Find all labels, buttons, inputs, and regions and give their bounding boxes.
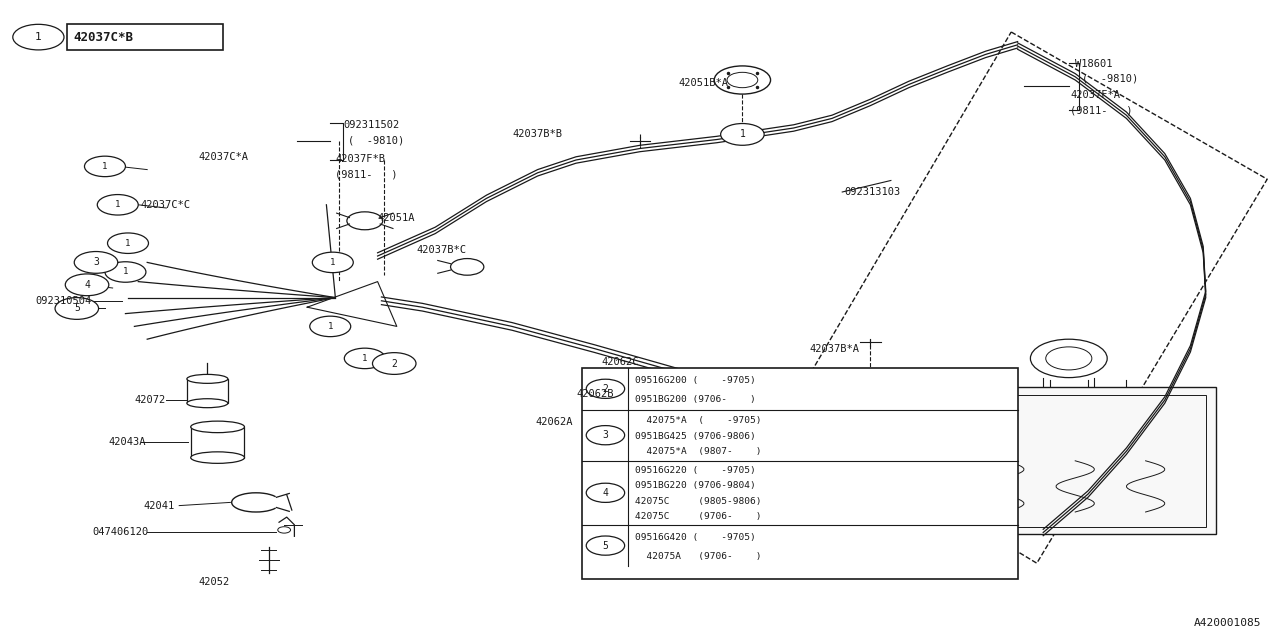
Text: 42037B*C: 42037B*C <box>416 244 466 255</box>
Text: 42075C     (9805-9806): 42075C (9805-9806) <box>635 497 762 506</box>
Text: A420001085: A420001085 <box>1193 618 1261 628</box>
Circle shape <box>586 379 625 398</box>
Bar <box>983 395 1206 527</box>
Text: 2: 2 <box>603 384 608 394</box>
Ellipse shape <box>187 399 228 408</box>
Text: 42037C*C: 42037C*C <box>141 200 191 210</box>
Bar <box>191 427 244 458</box>
Text: 42037B*B: 42037B*B <box>512 129 562 140</box>
Text: 2: 2 <box>392 358 397 369</box>
Circle shape <box>372 353 416 374</box>
Text: 4: 4 <box>603 488 608 498</box>
Circle shape <box>84 156 125 177</box>
Circle shape <box>55 298 99 319</box>
Text: 1: 1 <box>362 354 367 363</box>
Text: 42037F*B: 42037F*B <box>335 154 385 164</box>
Bar <box>582 368 1018 579</box>
Circle shape <box>97 195 138 215</box>
Text: (9811-   ): (9811- ) <box>1070 105 1133 115</box>
Text: 092310504: 092310504 <box>36 296 92 306</box>
Text: (9811-   ): (9811- ) <box>335 170 398 180</box>
Bar <box>973 387 1216 534</box>
Circle shape <box>721 124 764 145</box>
Text: 09516G220 (    -9705): 09516G220 ( -9705) <box>635 466 755 476</box>
Text: W18601: W18601 <box>1075 59 1112 69</box>
Text: 42037C*A: 42037C*A <box>198 152 248 162</box>
Text: 1: 1 <box>35 32 42 42</box>
Text: 42037C*B: 42037C*B <box>73 31 133 44</box>
Circle shape <box>344 348 385 369</box>
Text: 1: 1 <box>125 239 131 248</box>
Circle shape <box>586 536 625 555</box>
Text: 42075*A  (9807-    ): 42075*A (9807- ) <box>635 447 762 456</box>
Text: 1: 1 <box>328 322 333 331</box>
Text: 3: 3 <box>603 430 608 440</box>
Circle shape <box>108 233 148 253</box>
Text: 4: 4 <box>84 280 90 290</box>
Circle shape <box>586 483 625 502</box>
Text: 1: 1 <box>102 162 108 171</box>
Text: 09516G200 (    -9705): 09516G200 ( -9705) <box>635 376 755 385</box>
Text: 0951BG220 (9706-9804): 0951BG220 (9706-9804) <box>635 481 755 490</box>
Text: (  -9810): ( -9810) <box>1082 74 1138 84</box>
Text: 09516G420 (    -9705): 09516G420 ( -9705) <box>635 532 755 541</box>
Circle shape <box>65 274 109 296</box>
Text: 42051B*A: 42051B*A <box>678 78 728 88</box>
Text: 092313103: 092313103 <box>845 187 901 197</box>
Text: 42072: 42072 <box>134 395 165 405</box>
Text: 0951BG200 (9706-    ): 0951BG200 (9706- ) <box>635 395 755 404</box>
Text: 42075C     (9706-    ): 42075C (9706- ) <box>635 512 762 521</box>
Text: 42062A: 42062A <box>535 417 572 428</box>
Text: 5: 5 <box>74 303 79 314</box>
Circle shape <box>13 24 64 50</box>
Circle shape <box>586 426 625 445</box>
Ellipse shape <box>191 452 244 463</box>
Text: 42051A: 42051A <box>378 212 415 223</box>
Text: 42037B*A: 42037B*A <box>809 344 859 354</box>
Text: 092311502: 092311502 <box>343 120 399 130</box>
Text: 42062B: 42062B <box>576 388 613 399</box>
Text: 42043A: 42043A <box>109 436 146 447</box>
Ellipse shape <box>187 374 228 383</box>
Text: 1: 1 <box>123 268 128 276</box>
Circle shape <box>105 262 146 282</box>
Text: 1: 1 <box>330 258 335 267</box>
Ellipse shape <box>191 421 244 433</box>
Bar <box>187 379 228 403</box>
Text: 42075A   (9706-    ): 42075A (9706- ) <box>635 552 762 561</box>
Text: 3: 3 <box>93 257 99 268</box>
Text: 42062C: 42062C <box>602 356 639 367</box>
Circle shape <box>310 316 351 337</box>
Text: 1: 1 <box>115 200 120 209</box>
Text: 0951BG425 (9706-9806): 0951BG425 (9706-9806) <box>635 431 755 440</box>
Bar <box>67 24 223 50</box>
Text: 42041: 42041 <box>143 500 174 511</box>
Text: 42075*A  (    -9705): 42075*A ( -9705) <box>635 415 762 424</box>
Circle shape <box>74 252 118 273</box>
Text: 42052: 42052 <box>198 577 229 588</box>
Text: 5: 5 <box>603 541 608 550</box>
Text: 047406120: 047406120 <box>92 527 148 538</box>
Text: (  -9810): ( -9810) <box>348 136 404 146</box>
Text: 1: 1 <box>740 129 745 140</box>
Text: 42037F*A: 42037F*A <box>1070 90 1120 100</box>
Circle shape <box>312 252 353 273</box>
